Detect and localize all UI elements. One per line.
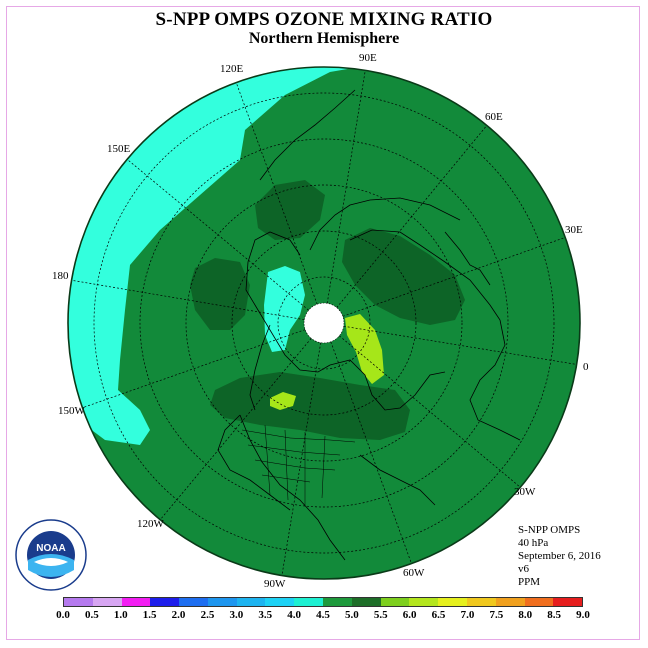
map-boundary	[67, 66, 581, 580]
colorbar-swatch	[524, 598, 554, 606]
colorbar-tick-label: 7.5	[489, 609, 504, 621]
colorbar-tick-label: 1.5	[142, 609, 157, 621]
colorbar-tick-label: 4.5	[316, 609, 330, 621]
product-info: S-NPP OMPS 40 hPa September 6, 2016 v6 P…	[518, 524, 601, 589]
colorbar-swatch	[64, 598, 93, 606]
ozone-region-lime-east	[345, 314, 384, 384]
colorbar-swatch	[409, 598, 439, 606]
colorbar-swatch	[438, 598, 467, 606]
colorbar-tick-label: 1.0	[113, 609, 128, 621]
colorbar-ticks: 0.0 0.5 1.0 1.5 2.0 2.5 3.0 3.5 4.0 4.5 5.0 5.5 6.0 6…	[56, 609, 590, 623]
colorbar-swatch	[553, 598, 583, 606]
figure-frame	[6, 6, 640, 640]
logo-text: NOAA	[36, 543, 65, 554]
longitude-grid	[69, 67, 580, 576]
colorbar-swatch	[179, 598, 208, 606]
colorbar-swatch	[323, 598, 352, 606]
colorbar-tick-label: 5.0	[345, 609, 359, 621]
noaa-logo: NOAA	[15, 519, 87, 591]
colorbar-swatch	[265, 598, 295, 606]
colorbar-swatch	[466, 598, 496, 606]
colorbar-tick-label: 4.0	[287, 609, 301, 621]
map-subtitle: Northern Hemisphere	[248, 30, 400, 47]
info-units: PPM	[518, 576, 541, 588]
colorbar-tick-label: 3.5	[258, 609, 273, 621]
lon-label: 30E	[565, 224, 583, 236]
latitude-grid	[93, 92, 555, 554]
lon-label: 90W	[264, 578, 286, 590]
colorbar-swatch	[236, 598, 266, 606]
lon-label: 150E	[107, 143, 131, 155]
polar-no-data	[303, 302, 345, 344]
coastlines	[217, 89, 521, 561]
longitude-labels: 90E 60E 30E 0 30W 60W 90W 120W 150W 180 …	[52, 52, 589, 590]
colorbar-swatch	[150, 598, 180, 606]
colorbar-swatch	[351, 598, 381, 606]
colorbar-swatch	[121, 598, 151, 606]
political-boundaries	[241, 424, 356, 505]
colorbar	[63, 597, 583, 607]
ozone-field	[68, 67, 580, 579]
colorbar-tick-label: 6.5	[431, 609, 446, 621]
info-date: September 6, 2016	[518, 550, 601, 562]
colorbar-swatch	[495, 598, 525, 606]
ozone-region-high-west	[190, 258, 250, 330]
colorbar-tick-label: 2.5	[200, 609, 215, 621]
colorbar-swatch	[207, 598, 237, 606]
colorbar-swatch	[380, 598, 410, 606]
colorbar-tick-label: 0.0	[56, 609, 70, 621]
map-title: S-NPP OMPS OZONE MIXING RATIO	[155, 9, 493, 30]
lon-label: 120E	[220, 63, 244, 75]
colorbar-tick-label: 2.0	[171, 609, 186, 621]
colorbar-swatch	[92, 598, 122, 606]
lon-label: 180	[52, 270, 69, 282]
ozone-region-low	[68, 67, 400, 445]
colorbar-tick-label: 6.0	[402, 609, 417, 621]
lon-label: 120W	[137, 518, 165, 530]
info-instrument: S-NPP OMPS	[518, 524, 581, 536]
colorbar-tick-label: 3.0	[229, 609, 244, 621]
colorbar-tick-label: 5.5	[373, 609, 388, 621]
colorbar-tick-label: 7.0	[460, 609, 475, 621]
colorbar-tick-label: 9.0	[576, 609, 590, 621]
lon-label: 60W	[403, 567, 425, 579]
colorbar-tick-label: 8.5	[547, 609, 561, 621]
colorbar-tick-label: 0.5	[85, 609, 99, 621]
ozone-region-lime-south	[270, 392, 296, 410]
lon-label: 90E	[359, 52, 377, 64]
lon-label: 30W	[514, 486, 536, 498]
lon-label: 60E	[485, 111, 503, 123]
info-version: v6	[518, 563, 529, 575]
colorbar-swatch	[294, 598, 324, 606]
info-level: 40 hPa	[518, 537, 549, 549]
lon-label: 0	[583, 361, 589, 373]
lon-label: 150W	[58, 405, 86, 417]
colorbar-tick-label: 8.0	[518, 609, 533, 621]
